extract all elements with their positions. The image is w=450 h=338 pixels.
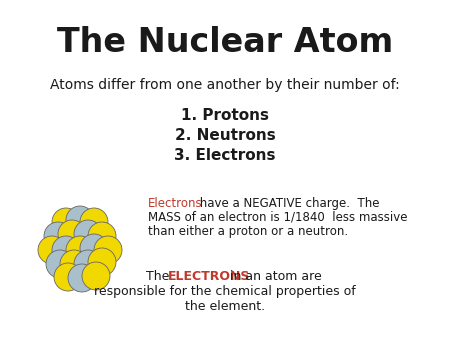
Circle shape [66,236,94,264]
Text: in an atom are: in an atom are [225,270,321,283]
Text: ELECTRONS: ELECTRONS [167,270,250,283]
Text: Atoms differ from one another by their number of:: Atoms differ from one another by their n… [50,78,400,92]
Circle shape [94,236,122,264]
Text: have a NEGATIVE charge.  The: have a NEGATIVE charge. The [196,197,379,210]
Circle shape [74,250,102,278]
Circle shape [66,206,94,234]
Text: 1. Protons: 1. Protons [181,108,269,123]
Circle shape [52,236,80,264]
Text: than either a proton or a neutron.: than either a proton or a neutron. [148,225,348,238]
Circle shape [88,222,116,250]
Circle shape [82,262,110,290]
Circle shape [58,220,86,248]
Text: MASS of an electron is 1/1840  less massive: MASS of an electron is 1/1840 less massi… [148,211,408,224]
Circle shape [52,208,80,236]
Circle shape [88,248,116,276]
Text: the element.: the element. [185,300,265,313]
Circle shape [80,234,108,262]
Text: The Nuclear Atom: The Nuclear Atom [57,25,393,58]
Circle shape [80,208,108,236]
Text: 2. Neutrons: 2. Neutrons [175,128,275,143]
Text: responsible for the chemical properties of: responsible for the chemical properties … [94,285,356,298]
Circle shape [44,222,72,250]
Circle shape [74,220,102,248]
Text: Electrons: Electrons [148,197,202,210]
Circle shape [68,264,96,292]
Circle shape [60,250,88,278]
Text: The: The [145,270,173,283]
Circle shape [38,236,66,264]
Circle shape [46,250,74,278]
Circle shape [54,263,82,291]
Text: 3. Electrons: 3. Electrons [174,148,276,163]
